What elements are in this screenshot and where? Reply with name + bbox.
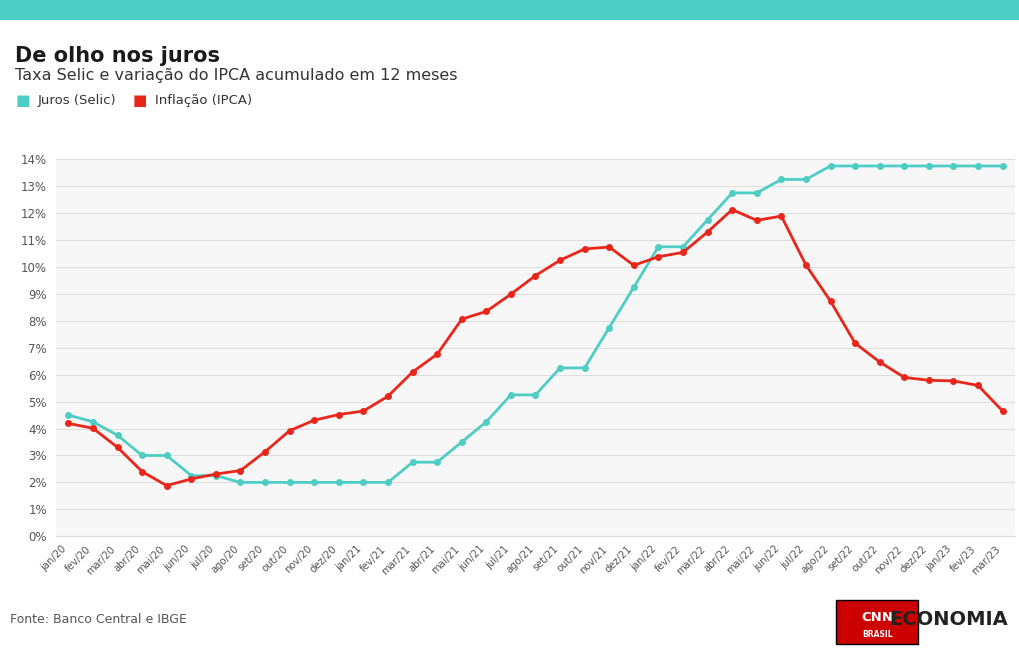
- FancyBboxPatch shape: [836, 601, 917, 645]
- Text: CNN: CNN: [860, 612, 893, 625]
- Text: BRASIL: BRASIL: [861, 630, 892, 639]
- Text: Juros (Selic): Juros (Selic): [38, 94, 116, 107]
- Text: ■: ■: [15, 93, 30, 109]
- Text: De olho nos juros: De olho nos juros: [15, 46, 220, 66]
- Text: ■: ■: [132, 93, 147, 109]
- Text: Inflação (IPCA): Inflação (IPCA): [155, 94, 252, 107]
- Text: Fonte: Banco Central e IBGE: Fonte: Banco Central e IBGE: [10, 613, 186, 626]
- Text: ECONOMIA: ECONOMIA: [889, 610, 1007, 629]
- Text: Taxa Selic e variação do IPCA acumulado em 12 meses: Taxa Selic e variação do IPCA acumulado …: [15, 68, 458, 83]
